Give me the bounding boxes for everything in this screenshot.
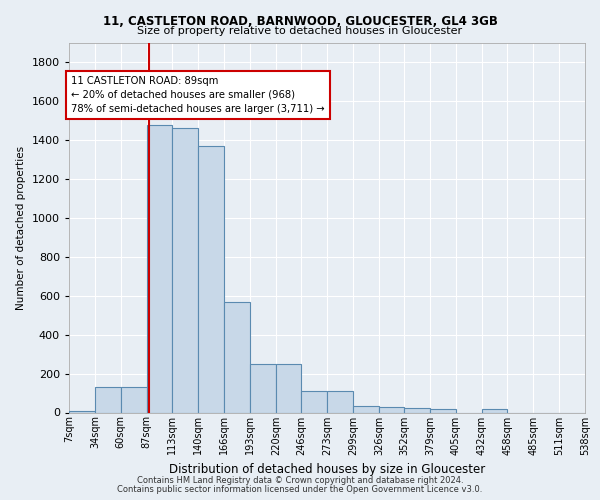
Text: Size of property relative to detached houses in Gloucester: Size of property relative to detached ho… [137, 26, 463, 36]
Bar [69, 410, 95, 412]
Text: Contains HM Land Registry data © Crown copyright and database right 2024.: Contains HM Land Registry data © Crown c… [137, 476, 463, 485]
Bar [379, 406, 404, 412]
Bar [301, 391, 328, 412]
Bar [95, 387, 121, 412]
Bar [430, 408, 456, 412]
Y-axis label: Number of detached properties: Number of detached properties [16, 146, 26, 310]
Text: 11 CASTLETON ROAD: 89sqm
← 20% of detached houses are smaller (968)
78% of semi-: 11 CASTLETON ROAD: 89sqm ← 20% of detach… [71, 76, 325, 114]
Bar [328, 391, 353, 412]
X-axis label: Distribution of detached houses by size in Gloucester: Distribution of detached houses by size … [169, 463, 485, 476]
Bar [172, 128, 198, 412]
Bar [121, 387, 147, 412]
Bar [198, 146, 224, 412]
Bar [250, 364, 276, 412]
Bar [224, 302, 250, 412]
Bar [353, 406, 379, 412]
Text: Contains public sector information licensed under the Open Government Licence v3: Contains public sector information licen… [118, 485, 482, 494]
Bar [404, 408, 430, 412]
Bar [147, 126, 172, 412]
Bar [482, 408, 507, 412]
Bar [276, 364, 301, 412]
Text: 11, CASTLETON ROAD, BARNWOOD, GLOUCESTER, GL4 3GB: 11, CASTLETON ROAD, BARNWOOD, GLOUCESTER… [103, 15, 497, 28]
